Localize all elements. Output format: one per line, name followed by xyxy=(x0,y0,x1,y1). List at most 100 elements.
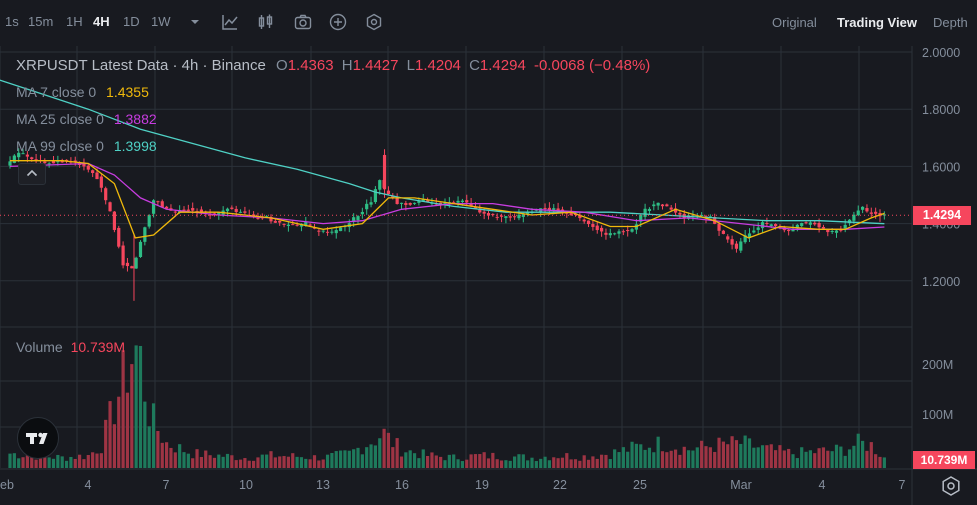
volume-bar xyxy=(186,453,190,468)
volume-bar xyxy=(717,437,721,468)
time-tick-label: 13 xyxy=(316,478,330,492)
volume-bar xyxy=(817,448,821,468)
candle-body xyxy=(173,211,177,213)
view-trading-view[interactable]: Trading View xyxy=(837,15,917,30)
timeframe-1d[interactable]: 1D xyxy=(123,14,140,29)
candle-body xyxy=(813,222,817,225)
add-icon[interactable] xyxy=(329,13,347,31)
volume-bar xyxy=(534,461,538,468)
volume-bar xyxy=(795,458,799,468)
price-chart[interactable]: 2.00001.80001.60001.40001.2000200M100Meb… xyxy=(0,46,977,505)
volume-bar xyxy=(787,448,791,468)
ma25-line xyxy=(9,162,885,230)
candle-body xyxy=(556,208,560,212)
volume-bar xyxy=(482,452,486,468)
view-depth[interactable]: Depth xyxy=(933,15,968,30)
candle-body xyxy=(608,233,612,236)
timeframe-15m[interactable]: 15m xyxy=(28,14,54,29)
volume-bar xyxy=(360,454,364,468)
timeframe-1s[interactable]: 1s xyxy=(5,14,19,29)
candle-body xyxy=(756,227,760,230)
volume-bar xyxy=(508,460,512,468)
timeframe-1w[interactable]: 1W xyxy=(151,14,171,29)
volume-bar xyxy=(369,444,373,468)
volume-bar xyxy=(99,453,103,468)
candle-body xyxy=(808,222,812,225)
candle-body xyxy=(378,180,382,190)
volume-bar xyxy=(230,455,234,468)
candle-body xyxy=(395,197,399,204)
candle-body xyxy=(151,200,156,214)
candle-body xyxy=(138,241,143,257)
candle-body xyxy=(565,212,569,214)
chevron-down-icon[interactable] xyxy=(186,13,204,31)
legend-volume-value: 10.739M xyxy=(70,339,126,355)
volume-bar xyxy=(556,458,560,468)
candle-body xyxy=(460,200,464,203)
candle-body xyxy=(499,215,504,217)
time-tick-label: 10 xyxy=(239,478,253,492)
candle-body xyxy=(86,165,90,170)
volume-bar xyxy=(800,447,804,468)
indicator-icon[interactable] xyxy=(221,13,239,31)
candle-body xyxy=(526,212,530,215)
volume-bar xyxy=(273,457,277,468)
time-tick-label: 16 xyxy=(395,478,409,492)
candle-body xyxy=(238,211,243,213)
candle-body xyxy=(12,155,16,163)
legend-ma99-value: 1.3998 xyxy=(113,138,157,154)
candle-body xyxy=(582,219,586,222)
chart-settings-icon[interactable] xyxy=(940,475,962,497)
volume-bar xyxy=(308,459,312,468)
time-tick-label: eb xyxy=(0,478,14,492)
volume-bar xyxy=(608,459,612,468)
candle-body xyxy=(495,216,499,218)
volume-bar xyxy=(513,456,517,468)
candle-body xyxy=(134,257,138,269)
volume-bar xyxy=(774,450,778,468)
volume-bar xyxy=(852,445,856,468)
timeframe-4h[interactable]: 4H xyxy=(93,14,110,29)
volume-bar xyxy=(747,438,752,468)
volume-bar xyxy=(95,453,99,468)
price-tick-label: 2.0000 xyxy=(922,46,960,60)
candle-body xyxy=(82,163,86,167)
candle-body xyxy=(621,231,625,233)
candle-body xyxy=(369,202,373,205)
volume-bar xyxy=(225,453,230,468)
volume-bar xyxy=(17,458,21,468)
volume-bar xyxy=(352,449,356,468)
candle-body xyxy=(604,232,608,235)
volume-bar xyxy=(73,458,77,468)
candle-body xyxy=(64,159,69,161)
candle-type-icon[interactable] xyxy=(257,13,275,31)
volume-bar xyxy=(834,444,839,468)
candle-body xyxy=(186,209,190,211)
legend-collapse-button[interactable] xyxy=(18,163,46,185)
volume-bar xyxy=(25,455,29,468)
candle-body xyxy=(730,239,734,245)
volume-bar xyxy=(12,453,16,468)
current-volume-tag: 10.739M xyxy=(913,451,975,469)
camera-icon[interactable] xyxy=(294,13,312,31)
volume-bar xyxy=(334,451,338,468)
volume-bar xyxy=(526,460,530,468)
candle-body xyxy=(43,161,47,164)
candle-body xyxy=(752,230,756,233)
tradingview-logo[interactable] xyxy=(17,417,59,459)
candle-body xyxy=(843,224,847,229)
view-original[interactable]: Original xyxy=(772,15,817,30)
legend-close: 1.4294 xyxy=(479,57,526,74)
volume-bar xyxy=(404,452,408,468)
candle-body xyxy=(265,216,269,218)
settings-hex-icon[interactable] xyxy=(365,13,383,31)
candle-body xyxy=(456,200,460,203)
volume-bar xyxy=(560,457,565,468)
chevron-up-icon xyxy=(26,169,38,177)
candle-body xyxy=(443,202,447,205)
volume-bar xyxy=(752,447,756,468)
volume-bar xyxy=(604,454,608,468)
volume-bar xyxy=(426,456,430,468)
timeframe-1h[interactable]: 1H xyxy=(66,14,83,29)
volume-bar xyxy=(147,426,151,468)
